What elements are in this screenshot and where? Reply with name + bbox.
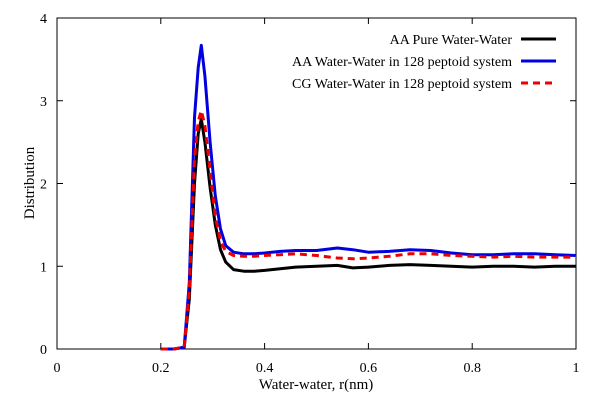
y-axis-label: Distribution [22,146,38,219]
x-axis-label: Water-water, r(nm) [259,377,374,393]
series-layer [160,43,577,351]
y-tick-label: 4 [40,12,47,27]
legend: AA Pure Water-Water AA Water-Water in 128… [292,33,556,92]
legend-label: AA Water-Water in 128 peptoid system [292,55,512,70]
y-tick-label: 0 [40,343,47,358]
x-tick-label: 0 [54,361,61,376]
x-tick-label: 1 [573,361,580,376]
y-tick-label: 1 [40,260,47,275]
series-line-2 [160,43,577,351]
x-tick-label: 0.8 [463,361,481,376]
y-axis: 0 1 2 3 4 [40,12,576,358]
y-tick-label: 3 [40,95,47,110]
x-tick-label: 0.6 [360,361,378,376]
x-tick-label: 0.4 [256,361,274,376]
series-line-3 [160,109,576,351]
legend-label: CG Water-Water in 128 peptoid system [292,77,512,92]
x-axis: 0 0.2 0.4 0.6 0.8 1 [54,18,580,376]
y-tick-label: 2 [40,178,47,193]
x-tick-label: 0.2 [152,361,170,376]
legend-label: AA Pure Water-Water [390,33,513,48]
